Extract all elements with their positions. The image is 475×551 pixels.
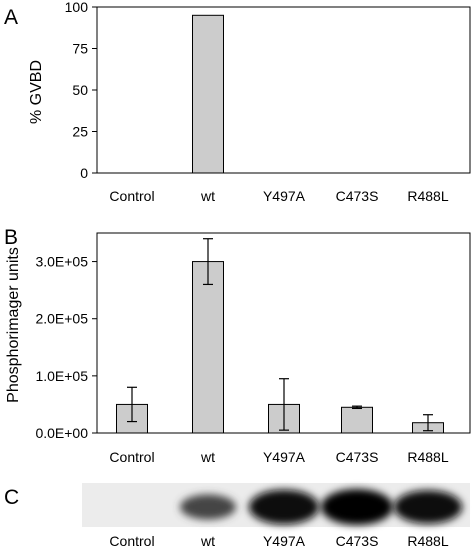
x-category-label: Control (109, 188, 154, 204)
error-bar-wt (203, 238, 213, 286)
blot-lane-label: C473S (336, 533, 379, 549)
chart-a: 0 25 50 75 100 % GVBD Control wt Y497A C473S R488L (28, 0, 471, 204)
error-bar-y497a (279, 378, 289, 431)
panel-b-letter: B (4, 226, 18, 249)
y-tick-label: 25 (72, 124, 88, 140)
error-bar-control (127, 386, 137, 423)
x-category-label: C473S (336, 449, 379, 465)
x-category-label: Y497A (263, 188, 306, 204)
error-bar-c473s (352, 405, 362, 410)
y-tick-label: 3.0E+05 (35, 254, 88, 270)
y-axis-label: % GVBD (28, 60, 45, 124)
error-bar-r488l (423, 414, 433, 432)
y-tick-label: 50 (72, 82, 88, 98)
bar-wt (192, 261, 224, 434)
x-category-label: Control (109, 449, 154, 465)
y-tick-label: 75 (72, 41, 88, 57)
y-tick-label: 0.0E+00 (35, 425, 88, 441)
x-category-label: wt (200, 449, 215, 465)
blot-lane-label: wt (200, 533, 215, 549)
chart-b: 0.0E+00 1.0E+05 2.0E+05 3.0E+05 Phosphorimag… (5, 232, 471, 465)
western-blot: Control wt Y497A C473S R488L (82, 483, 470, 549)
blot-band-r488l (393, 490, 463, 524)
x-category-label: R488L (407, 188, 448, 204)
blot-lane-label: Control (109, 533, 154, 549)
panel-a-letter: A (4, 6, 18, 29)
bar-wt (192, 14, 224, 174)
x-category-label: Y497A (263, 449, 306, 465)
x-category-label: C473S (336, 188, 379, 204)
x-category-label: R488L (407, 449, 448, 465)
y-tick-label: 2.0E+05 (35, 311, 88, 327)
x-category-label: wt (200, 188, 215, 204)
panel-c-letter: C (4, 486, 19, 509)
y-axis-label: Phosphorimager units (5, 247, 22, 403)
y-tick-label: 100 (65, 0, 89, 15)
blot-band-y497a (248, 489, 320, 525)
blot-lane-label: R488L (407, 533, 448, 549)
blot-lane-label: Y497A (263, 533, 306, 549)
y-tick-label: 0 (80, 165, 88, 181)
y-tick-label: 1.0E+05 (35, 368, 88, 384)
bar-c473s (341, 406, 373, 434)
plot-frame (96, 6, 471, 174)
blot-band-c473s (321, 489, 393, 525)
blot-band-wt (180, 494, 236, 520)
